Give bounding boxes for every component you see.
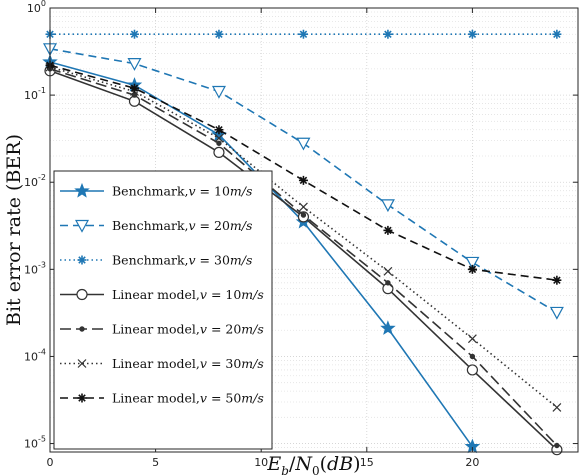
legend-label: Benchmark,v = 20m/s xyxy=(112,218,252,233)
data-point xyxy=(552,402,562,412)
data-point xyxy=(467,264,477,274)
y-tick-label: 10-3 xyxy=(24,260,46,276)
legend-label: Benchmark,v = 30m/s xyxy=(112,253,252,268)
legend-item: Benchmark,v = 10m/s xyxy=(60,182,252,199)
x-tick-label: 15 xyxy=(360,456,374,469)
legend-box xyxy=(53,170,273,450)
legend-label: Linear model,v = 10m/s xyxy=(112,287,264,302)
legend-marker xyxy=(77,255,87,265)
data-point xyxy=(549,306,564,320)
data-point xyxy=(467,334,477,344)
series-3 xyxy=(45,29,562,39)
legend-marker xyxy=(79,326,85,332)
data-point xyxy=(552,29,562,39)
y-tick-label: 10-2 xyxy=(24,173,46,189)
legend-item: Linear model,v = 50m/s xyxy=(60,391,264,406)
data-point xyxy=(465,256,480,270)
data-point xyxy=(216,140,222,146)
data-point xyxy=(299,202,308,212)
data-point xyxy=(298,175,308,185)
data-point xyxy=(467,29,477,39)
data-point xyxy=(385,280,391,286)
x-tick-label: 10 xyxy=(254,456,268,469)
axis-ticks: 0 5 10 15 20 100 10-1 10-2 10-3 10-4 10-5 xyxy=(24,0,578,469)
data-point xyxy=(131,92,138,98)
data-point xyxy=(383,225,393,235)
series-2 xyxy=(42,43,564,320)
legend-item: Linear model,v = 30m/s xyxy=(60,356,264,371)
x-tick-label: 0 xyxy=(47,456,54,469)
data-point xyxy=(296,137,311,151)
legend: Benchmark,v = 10m/s Benchmark,v = 20m/s Be… xyxy=(53,170,273,450)
legend-marker xyxy=(74,182,90,198)
legend-label: Linear model,v = 20m/s xyxy=(112,322,264,337)
y-axis-label: Bit error rate (BER) xyxy=(3,134,25,326)
data-point xyxy=(380,320,396,335)
legend-item: Linear model,v = 10m/s xyxy=(60,287,264,302)
data-point xyxy=(214,29,224,39)
legend-item: Benchmark,v = 30m/s xyxy=(60,253,252,268)
data-point xyxy=(383,29,393,39)
legend-item: Linear model,v = 20m/s xyxy=(60,322,264,337)
plot-frame xyxy=(49,7,579,453)
x-axis-label: Eb/N0(dB) xyxy=(266,453,360,476)
data-point xyxy=(214,125,224,135)
data-point xyxy=(127,58,142,71)
series-5 xyxy=(47,66,560,449)
x-tick-label: 5 xyxy=(152,456,159,469)
legend-marker xyxy=(77,393,87,403)
series-7 xyxy=(45,60,562,285)
legend-label: Linear model,v = 50m/s xyxy=(112,391,264,406)
data-point xyxy=(469,353,476,360)
data-point xyxy=(554,442,560,449)
data-point xyxy=(129,83,139,93)
legend-item: Benchmark,v = 20m/s xyxy=(60,218,252,233)
legend-marker xyxy=(76,288,88,301)
data-point xyxy=(300,212,307,218)
y-tick-label: 100 xyxy=(27,0,46,15)
y-tick-label: 10-5 xyxy=(24,435,46,451)
data-point xyxy=(552,275,562,285)
legend-marker xyxy=(77,359,87,368)
data-point xyxy=(298,29,308,39)
y-tick-label: 10-4 xyxy=(24,347,46,363)
data-point xyxy=(214,133,224,143)
legend-label: Benchmark,v = 10m/s xyxy=(112,184,252,199)
series-layer xyxy=(42,29,564,456)
data-point xyxy=(211,85,226,99)
data-point xyxy=(129,29,139,39)
data-point xyxy=(213,146,225,158)
data-point xyxy=(380,199,395,213)
y-tick-label: 10-1 xyxy=(24,86,46,102)
data-point xyxy=(383,266,393,276)
legend-label: Linear model,v = 30m/s xyxy=(112,356,264,371)
legend-marker xyxy=(74,219,90,233)
x-tick-label: 20 xyxy=(465,456,479,469)
data-point xyxy=(466,364,478,376)
